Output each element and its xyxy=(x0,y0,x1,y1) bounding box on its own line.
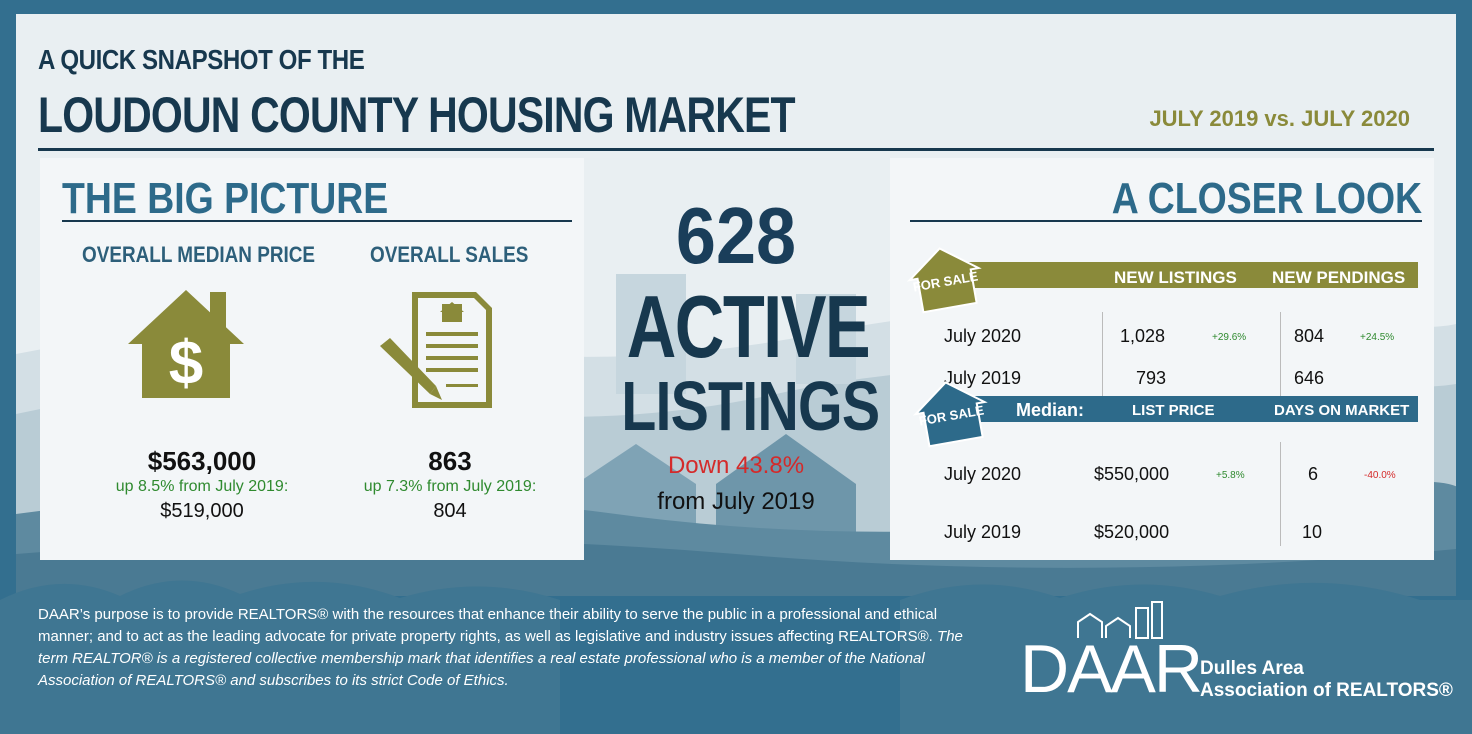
active-listings-from: from July 2019 xyxy=(657,488,815,515)
footer-trademark-text: The term REALTOR® is a registered collec… xyxy=(38,628,963,689)
listings-row-2020-label: July 2020 xyxy=(944,326,1022,346)
column-divider xyxy=(1280,442,1281,546)
footer-disclaimer: DAAR’s purpose is to provide REALTORS® w… xyxy=(38,604,968,692)
median-label: Median: xyxy=(1016,400,1085,420)
footer-trees-illustration xyxy=(0,580,1472,734)
listings-row-2019-label: July 2019 xyxy=(944,368,1022,388)
closer-look-divider xyxy=(910,220,1422,222)
overall-sales-prior: 804 xyxy=(433,500,467,522)
new-pendings-2020: 804 xyxy=(1294,326,1325,346)
daar-logo-skyline xyxy=(1077,601,1163,639)
list-price-change: +5.8% xyxy=(1216,470,1245,481)
active-listings-count: 628 xyxy=(675,191,797,280)
footer-purpose-text: DAAR’s purpose is to provide REALTORS® w… xyxy=(38,606,938,645)
median-price-heading: OVERALL MEDIAN PRICE xyxy=(82,242,316,267)
new-listings-2019: 793 xyxy=(1136,368,1167,388)
days-on-market-change: -40.0% xyxy=(1364,470,1396,481)
overall-sales-change: up 7.3% from July 2019: xyxy=(363,478,537,495)
closer-look-title: A CLOSER LOOK xyxy=(1111,174,1422,223)
big-picture-panel: THE BIG PICTURE OVERALL MEDIAN PRICE OVE… xyxy=(40,158,584,560)
new-pendings-change: +24.5% xyxy=(1360,332,1395,343)
median-row-2019-label: July 2019 xyxy=(944,522,1022,542)
svg-text:$: $ xyxy=(169,329,203,398)
closer-look-panel: A CLOSER LOOK NEW LISTINGS NEW PENDINGS … xyxy=(890,158,1434,560)
active-listings-change: Down 43.8% xyxy=(667,452,805,479)
median-price-change: up 8.5% from July 2019: xyxy=(115,478,289,495)
list-price-2020: $550,000 xyxy=(1094,464,1170,484)
days-on-market-2019: 10 xyxy=(1302,522,1323,542)
listings-label: LISTINGS xyxy=(621,367,880,445)
new-listings-change: +29.6% xyxy=(1212,332,1247,343)
overall-sales-value: 863 xyxy=(428,446,472,476)
median-price-value: $563,000 xyxy=(147,446,257,476)
list-price-2019: $520,000 xyxy=(1094,522,1170,542)
active-label: ACTIVE xyxy=(626,277,871,376)
big-picture-divider xyxy=(62,220,572,222)
infographic-area: A QUICK SNAPSHOT OF THE LOUDOUN COUNTY H… xyxy=(16,14,1456,596)
days-on-market-heading: DAYS ON MARKET xyxy=(1274,402,1410,419)
new-listings-heading: NEW LISTINGS xyxy=(1114,268,1237,287)
date-range: JULY 2019 vs. JULY 2020 xyxy=(1149,106,1410,131)
for-sale-house-icon-2: FOR SALE xyxy=(912,381,988,448)
house-dollar-icon: $ xyxy=(128,290,244,398)
overall-sales-heading: OVERALL SALES xyxy=(370,242,529,267)
header-subtitle: A QUICK SNAPSHOT OF THE xyxy=(38,44,365,75)
logo-line-2: Association of REALTORS® xyxy=(1200,680,1453,701)
days-on-market-2020: 6 xyxy=(1308,464,1319,484)
new-pendings-2019: 646 xyxy=(1294,368,1325,388)
column-divider xyxy=(1280,312,1281,396)
logo-line-1: Dulles Area xyxy=(1200,658,1304,679)
listings-header-bar xyxy=(950,262,1418,288)
median-price-prior: $519,000 xyxy=(160,500,244,522)
list-price-heading: LIST PRICE xyxy=(1132,402,1215,419)
median-row-2020-label: July 2020 xyxy=(944,464,1022,484)
document-pen-icon xyxy=(380,292,492,408)
column-divider xyxy=(1102,312,1103,396)
big-picture-title: THE BIG PICTURE xyxy=(62,174,389,223)
new-pendings-heading: NEW PENDINGS xyxy=(1272,268,1406,287)
header-divider xyxy=(38,148,1434,151)
new-listings-2020: 1,028 xyxy=(1120,326,1166,346)
for-sale-house-icon: FOR SALE xyxy=(906,247,982,314)
median-header-bar xyxy=(950,396,1418,422)
daar-logo-mark: DAAR xyxy=(1020,631,1203,707)
page-title: LOUDOUN COUNTY HOUSING MARKET xyxy=(38,87,796,143)
